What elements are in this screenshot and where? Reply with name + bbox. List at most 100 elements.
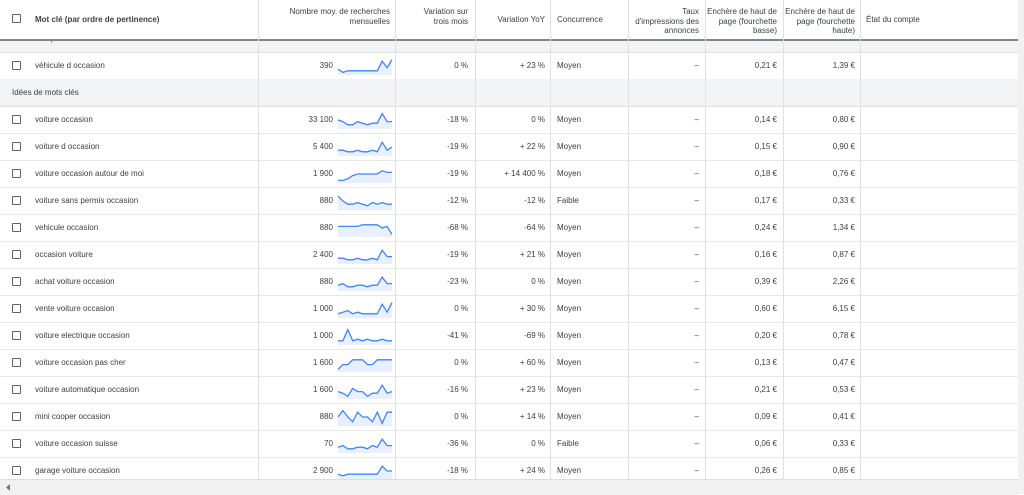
- monthly-searches: 1 600: [312, 358, 333, 367]
- keyword-row: véhicule d occasion 390 0 % + 23 % Moyen – 0,2…: [0, 52, 1018, 80]
- keyword: voiture sans permis occasion: [35, 196, 139, 205]
- select-all-checkbox[interactable]: [12, 14, 21, 23]
- sparkline-line: [338, 140, 393, 153]
- bid-low: 0,09 €: [754, 412, 777, 421]
- column-header[interactable]: Nombre moy. de recherches mensuelles: [289, 7, 390, 26]
- horizontal-scrollbar[interactable]: [0, 479, 1018, 495]
- column-header[interactable]: Concurrence: [557, 15, 603, 24]
- monthly-searches: 880: [319, 223, 333, 232]
- bid-high: 1,39 €: [832, 61, 855, 70]
- column-separator: [783, 0, 784, 479]
- sparkline-area: [338, 196, 392, 210]
- yoy-change: -12 %: [524, 196, 545, 205]
- column-separator: [550, 0, 551, 479]
- sparkline-line: [337, 359, 392, 370]
- row-checkbox[interactable]: [12, 223, 21, 232]
- keyword-row: voiture d occasion 5 400 -19 % + 22 % Moyen –…: [0, 133, 1018, 161]
- row-checkbox[interactable]: [12, 277, 21, 286]
- sparkline-area: [338, 302, 392, 318]
- three-month-change: 0 %: [454, 61, 468, 70]
- impression-share: –: [694, 169, 699, 178]
- three-month-change: -18 %: [447, 115, 468, 124]
- bid-low: 0,39 €: [754, 277, 777, 286]
- trend-sparkline: [337, 409, 392, 426]
- table-header: Mot clé (par ordre de pertinence) Nombre…: [0, 0, 1018, 41]
- impression-share: –: [694, 196, 699, 205]
- scroll-left-arrow[interactable]: [2, 480, 14, 495]
- vertical-scrollbar[interactable]: [1018, 0, 1024, 494]
- monthly-searches: 5 400: [312, 142, 333, 151]
- competition: Moyen: [557, 277, 582, 286]
- keyword: garage voiture occasion: [35, 466, 120, 475]
- yoy-change: + 21 %: [519, 250, 545, 259]
- keyword-row: voiture automatique occasion 1 600 -16 % + …: [0, 376, 1018, 404]
- keyword: voiture d occasion: [35, 142, 100, 151]
- column-header[interactable]: État du compte: [866, 15, 920, 24]
- bid-low: 0,16 €: [754, 250, 777, 259]
- row-checkbox[interactable]: [12, 61, 21, 70]
- monthly-searches: 1 000: [312, 304, 333, 313]
- keyword-row: voiture occasion 33 100 -18 % 0 % Moyen – 0,14…: [0, 106, 1018, 134]
- row-checkbox[interactable]: [12, 331, 21, 340]
- row-checkbox[interactable]: [12, 385, 21, 394]
- impression-share: –: [694, 277, 699, 286]
- column-header[interactable]: Variation YoY: [497, 15, 545, 24]
- column-header[interactable]: Mot clé (par ordre de pertinence): [35, 15, 160, 24]
- row-checkbox[interactable]: [12, 169, 21, 178]
- sparkline-line: [338, 170, 392, 182]
- yoy-change: -69 %: [524, 331, 545, 340]
- row-checkbox[interactable]: [12, 115, 21, 124]
- bid-low: 0,06 €: [754, 439, 777, 448]
- sparkline-area: [338, 59, 392, 75]
- section-title: Idées de mots clés: [12, 88, 79, 97]
- monthly-searches: 2 900: [312, 466, 333, 475]
- competition: Moyen: [557, 304, 582, 313]
- trend-sparkline: [338, 327, 392, 345]
- row-checkbox[interactable]: [12, 142, 21, 151]
- impression-share: –: [694, 331, 699, 340]
- bid-high: 0,76 €: [832, 169, 855, 178]
- column-header[interactable]: Enchère de haut de page (fourchette bass…: [707, 7, 777, 35]
- row-checkbox[interactable]: [12, 304, 21, 313]
- column-separator: [860, 0, 861, 479]
- keyword: mini cooper occasion: [35, 412, 111, 421]
- impression-share: –: [694, 412, 699, 421]
- trend-sparkline: [338, 170, 392, 183]
- competition: Moyen: [557, 250, 582, 259]
- column-header[interactable]: Enchère de haut de page (fourchette haut…: [785, 7, 855, 35]
- competition: Moyen: [557, 385, 582, 394]
- monthly-searches: 70: [324, 439, 333, 448]
- trend-sparkline: [337, 383, 393, 399]
- keyword: vehicule occasion: [35, 223, 99, 232]
- bid-low: 0,21 €: [754, 61, 777, 70]
- keyword: occasion voiture: [35, 250, 93, 259]
- row-checkbox[interactable]: [12, 196, 21, 205]
- sparkline-area: [338, 439, 392, 453]
- sparkline-line: [337, 409, 392, 426]
- impression-share: –: [694, 358, 699, 367]
- keyword: voiture occasion pas cher: [35, 358, 126, 367]
- column-header[interactable]: Taux d'impressions des annonces: [635, 7, 699, 35]
- bid-high: 0,53 €: [832, 385, 855, 394]
- impression-share: –: [694, 385, 699, 394]
- sparkline-line: [337, 383, 393, 398]
- column-header[interactable]: Variation sur trois mois: [423, 7, 468, 26]
- three-month-change: -23 %: [447, 277, 468, 286]
- three-month-change: -18 %: [447, 466, 468, 475]
- bid-low: 0,20 €: [754, 331, 777, 340]
- row-checkbox[interactable]: [12, 466, 21, 475]
- sparkline-area: [338, 385, 392, 399]
- trend-sparkline: [337, 359, 392, 372]
- sparkline-area: [338, 466, 392, 480]
- row-checkbox[interactable]: [12, 358, 21, 367]
- three-month-change: 0 %: [454, 412, 468, 421]
- impression-share: –: [694, 250, 699, 259]
- row-checkbox[interactable]: [12, 439, 21, 448]
- sparkline-area: [338, 250, 392, 264]
- row-checkbox[interactable]: [12, 250, 21, 259]
- column-separator: [475, 0, 476, 479]
- keyword: voiture occasion autour de moi: [35, 169, 144, 178]
- bid-high: 6,15 €: [832, 304, 855, 313]
- row-checkbox[interactable]: [12, 412, 21, 421]
- bid-high: 0,33 €: [832, 196, 855, 205]
